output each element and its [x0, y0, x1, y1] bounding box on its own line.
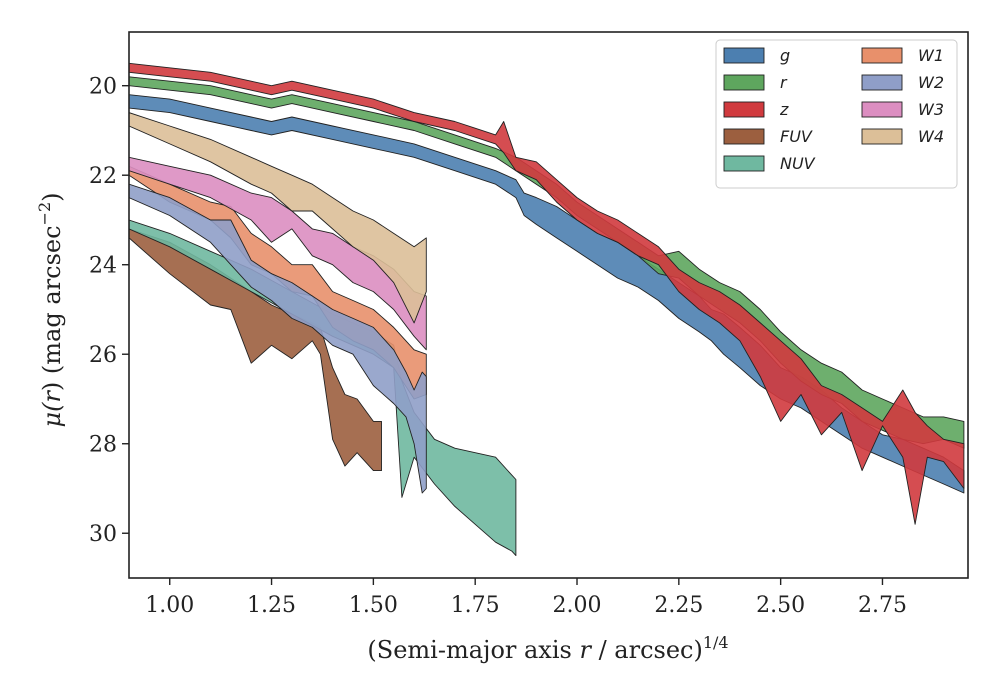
legend-label-w2: W2	[918, 73, 944, 92]
legend-swatch-w4	[861, 128, 903, 145]
legend-swatch-w1	[861, 47, 903, 64]
legend: grz FUV NUV W1 W2 W3 W4	[715, 39, 958, 189]
band-w4	[129, 112, 427, 324]
y-tick-label: 28	[89, 433, 117, 458]
band-fuv	[129, 228, 382, 472]
legend-label-z: z	[779, 100, 789, 119]
y-tick-label: 30	[89, 522, 117, 547]
x-tick-label: 1.25	[247, 593, 296, 618]
legend-label-w1: W1	[918, 46, 944, 65]
band-g	[129, 94, 965, 494]
y-tick-label: 24	[89, 254, 117, 279]
legend-swatch-w3	[861, 101, 903, 118]
x-axis-label: (Semi-major axis r / arcsec)1/4	[367, 633, 728, 664]
x-tick-label: 1.75	[451, 593, 500, 618]
y-axis-ticks: 20 22 24 26 28 30	[89, 75, 129, 547]
legend-swatch-z	[723, 101, 765, 118]
legend-swatch-nuv	[723, 155, 765, 172]
x-tick-label: 2.25	[654, 593, 703, 618]
legend-label-g: g	[780, 46, 790, 65]
legend-label-w4: W4	[918, 127, 944, 146]
legend-label-w3: W3	[918, 100, 944, 119]
legend-swatch-g	[723, 47, 765, 64]
legend-swatch-r	[723, 74, 765, 91]
band-z	[129, 62, 965, 525]
band-w2	[129, 183, 427, 494]
x-tick-label: 2.50	[756, 593, 805, 618]
x-axis-ticks: 1.00 1.25 1.50 1.75 2.00 2.25 2.50 2.75	[145, 578, 907, 618]
legend-swatch-w2	[861, 74, 903, 91]
y-tick-label: 22	[89, 164, 117, 189]
legend-label-fuv: FUV	[780, 127, 813, 146]
x-tick-label: 2.00	[553, 593, 602, 618]
legend-label-nuv: NUV	[780, 154, 816, 173]
x-tick-label: 1.50	[349, 593, 398, 618]
y-tick-label: 26	[89, 343, 117, 368]
x-tick-label: 1.00	[145, 593, 194, 618]
x-tick-label: 2.75	[858, 593, 907, 618]
band-areas	[129, 62, 965, 557]
legend-swatch-fuv	[723, 128, 765, 145]
y-axis-label: μ(r) (mag arcsec−2)	[35, 192, 66, 427]
legend-label-r: r	[780, 73, 788, 92]
y-tick-label: 20	[89, 75, 117, 100]
plot-frame	[128, 31, 969, 579]
